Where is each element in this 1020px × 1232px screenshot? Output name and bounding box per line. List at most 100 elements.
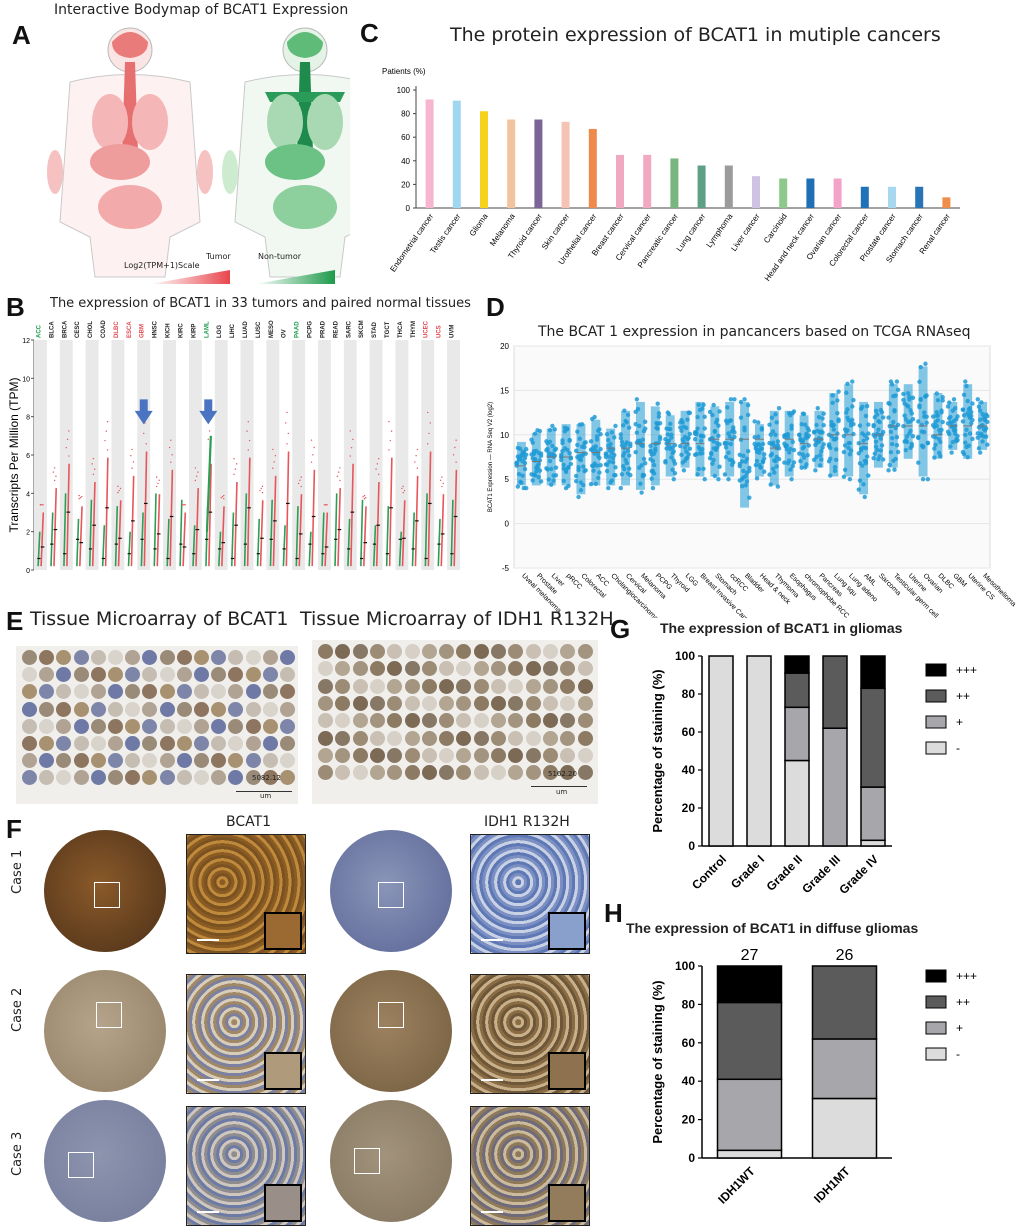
- outlier-point: [208, 430, 211, 432]
- tma-core: [439, 644, 455, 659]
- tma-core: [439, 713, 455, 729]
- cancer-label: LGG: [217, 325, 223, 338]
- outlier-point: [401, 487, 403, 490]
- normal-stripe: [256, 518, 261, 567]
- tma-core: [439, 747, 455, 763]
- cancer-label: GBM: [140, 324, 146, 338]
- scale-bar: [197, 1211, 219, 1213]
- normal-stripe: [230, 512, 235, 567]
- outlier-point: [390, 430, 393, 432]
- tma-core: [560, 765, 576, 781]
- panel-c-title: The protein expression of BCAT1 in mutip…: [450, 24, 941, 46]
- data-point: [886, 468, 891, 473]
- tma-core: [142, 770, 158, 786]
- tma-core: [56, 650, 72, 665]
- data-point: [613, 423, 618, 429]
- normal-stripe: [321, 512, 325, 567]
- tma-core: [560, 661, 576, 677]
- cancer-label: READ: [333, 320, 339, 338]
- stacked-segment: [860, 786, 886, 842]
- tma-core: [245, 667, 261, 683]
- tma-core: [421, 695, 437, 711]
- tma-core: [456, 678, 472, 694]
- tma-core: [176, 770, 192, 786]
- tumor-stripe: [337, 488, 342, 567]
- cancer-label: PRAD: [320, 320, 326, 338]
- data-point: [702, 477, 707, 482]
- tumor-stripe: [182, 512, 187, 567]
- tma-core: [508, 695, 524, 711]
- outlier-point: [323, 504, 326, 506]
- data-point: [892, 467, 897, 472]
- tma-core: [56, 667, 72, 683]
- tma-core: [560, 678, 576, 694]
- panel-e-title-right: Tissue Microarray of IDH1 R132H: [300, 608, 614, 630]
- case-3-bcat1-core: [44, 1100, 166, 1222]
- tma-core: [369, 661, 385, 677]
- tma-core: [525, 695, 541, 711]
- case-3-idh1-core: [330, 1100, 452, 1222]
- column-band: [343, 340, 357, 570]
- data-point: [963, 379, 968, 384]
- case-2-bcat1-core: [44, 970, 166, 1092]
- tma-core: [491, 747, 506, 763]
- tma-core: [473, 730, 489, 746]
- normal-stripe: [153, 493, 157, 567]
- tma-core: [194, 650, 209, 665]
- tma-core: [159, 667, 175, 683]
- tma-left-scale-bar: [236, 781, 292, 792]
- data-point: [752, 419, 757, 424]
- data-point: [666, 411, 672, 417]
- data-point: [728, 397, 734, 402]
- data-point: [655, 401, 660, 406]
- data-point: [671, 477, 676, 482]
- outlier-point: [130, 454, 132, 457]
- tma-core: [228, 701, 244, 717]
- normal-stripe: [179, 499, 183, 567]
- sample-count: 27: [741, 947, 759, 964]
- outlier-point: [376, 463, 379, 465]
- tma-core: [577, 765, 593, 781]
- tma-core: [387, 661, 403, 677]
- tma-core: [73, 684, 89, 700]
- point-cloud: [740, 401, 750, 508]
- tma-core: [404, 644, 420, 659]
- stacked-segment: [784, 672, 810, 709]
- outlier-point: [286, 411, 288, 414]
- stacked-segment: [784, 759, 810, 847]
- outlier-point: [416, 467, 419, 469]
- tma-core: [90, 770, 106, 786]
- cancer-label: CESC: [75, 321, 81, 338]
- outlier-point: [158, 479, 160, 481]
- outlier-point: [441, 485, 443, 488]
- point-cloud: [859, 401, 869, 495]
- cancer-label: LIHC: [230, 323, 236, 338]
- tma-core: [194, 736, 209, 751]
- tma-core: [456, 730, 472, 746]
- point-cloud: [576, 424, 586, 495]
- tma-core: [491, 765, 506, 781]
- point-cloud: [516, 441, 526, 486]
- y-tick-label: 80: [682, 687, 696, 701]
- tma-core: [525, 678, 541, 694]
- tma-core: [404, 695, 420, 711]
- cancer-label: SARC: [346, 320, 352, 338]
- outlier-point: [92, 473, 95, 476]
- tma-core: [211, 753, 227, 769]
- bar: [752, 176, 760, 208]
- tma-core: [387, 765, 403, 781]
- outlier-point: [170, 439, 172, 441]
- outlier-point: [119, 487, 122, 490]
- outlier-point: [106, 421, 109, 423]
- tma-core: [56, 736, 72, 751]
- stacked-segment: [860, 655, 886, 690]
- y-tick-label: 6: [26, 453, 30, 460]
- tma-core: [525, 765, 541, 781]
- outlier-point: [78, 494, 80, 497]
- normal-stripe: [424, 493, 428, 567]
- tma-core: [39, 770, 55, 786]
- bar: [616, 154, 624, 208]
- cancer-label: LAML: [204, 321, 210, 338]
- outlier-point: [155, 476, 158, 478]
- outlier-point: [415, 454, 417, 457]
